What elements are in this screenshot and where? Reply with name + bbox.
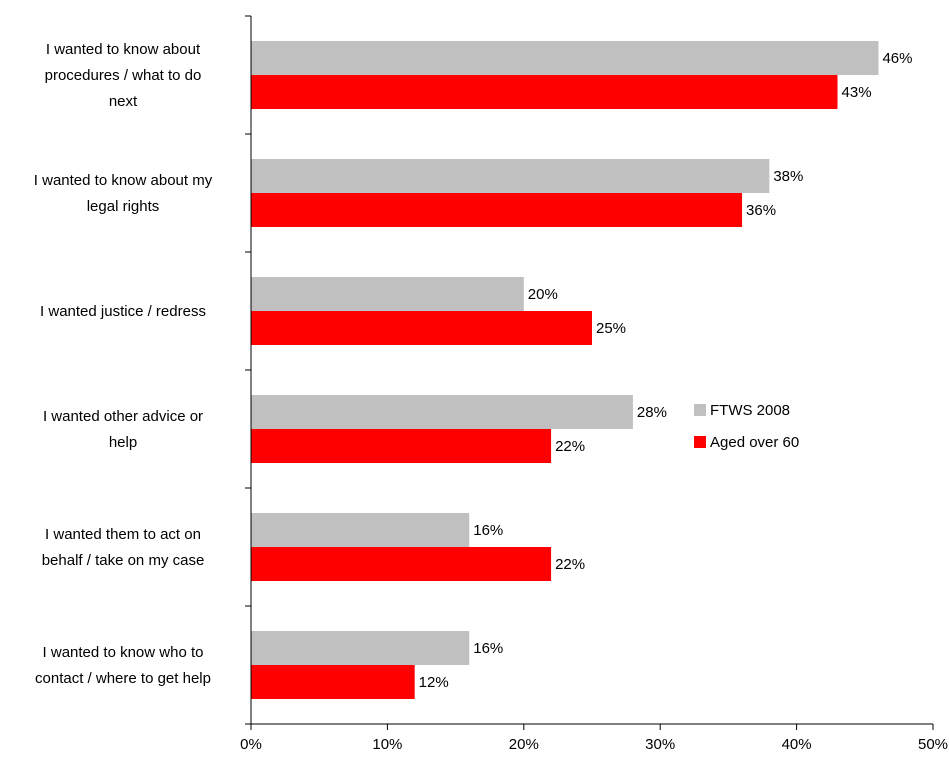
x-tick-label: 20%: [509, 736, 539, 753]
data-label: 38%: [773, 168, 803, 185]
bar-ftws-2008-6: [251, 631, 470, 665]
bar-ftws-2008-1: [251, 41, 879, 75]
bar-aged-over-60-6: [251, 665, 415, 699]
axes-layer: [245, 15, 934, 730]
data-label: 22%: [555, 438, 585, 455]
bar-aged-over-60-4: [251, 429, 552, 463]
legend: FTWS 2008 Aged over 60: [694, 402, 799, 451]
data-label: 16%: [473, 522, 503, 539]
bar-aged-over-60-1: [251, 75, 838, 109]
data-label: 12%: [419, 674, 449, 691]
labels-layer: 46% 43% 38% 36% 20% 25% 28% 22% 16% 22% 16% 12% I wa…: [34, 41, 948, 753]
bar-aged-over-60-2: [251, 193, 743, 227]
x-tick-label: 40%: [782, 736, 812, 753]
x-tick-label: 0%: [240, 736, 262, 753]
legend-swatch-ftws-2008: [694, 404, 706, 416]
bar-aged-over-60-3: [251, 311, 592, 345]
data-label: 16%: [473, 640, 503, 657]
legend-label: Aged over 60: [710, 434, 799, 451]
data-label: 36%: [746, 202, 776, 219]
bar-ftws-2008-2: [251, 159, 770, 193]
bar-aged-over-60-5: [251, 547, 552, 581]
bar-ftws-2008-4: [251, 395, 633, 429]
category-label: I wanted them to act on behalf / take on …: [42, 526, 205, 569]
data-label: 22%: [555, 556, 585, 573]
category-label: I wanted to know about my legal rights: [34, 172, 213, 215]
x-tick-label: 10%: [372, 736, 402, 753]
category-label: I wanted justice / redress: [40, 303, 206, 320]
data-label: 43%: [842, 84, 872, 101]
x-tick-label: 50%: [918, 736, 948, 753]
data-label: 46%: [882, 50, 912, 67]
category-label: I wanted to know about procedures / what …: [45, 41, 202, 110]
bars-layer: [251, 41, 879, 699]
category-label: I wanted other advice or help: [43, 408, 203, 451]
legend-label: FTWS 2008: [710, 402, 790, 419]
data-label: 20%: [528, 286, 558, 303]
x-tick-label: 30%: [645, 736, 675, 753]
bar-ftws-2008-5: [251, 513, 470, 547]
bar-ftws-2008-3: [251, 277, 524, 311]
data-label: 25%: [596, 320, 626, 337]
legend-swatch-aged-over-60: [694, 436, 706, 448]
category-label: I wanted to know who to contact / where t…: [35, 644, 211, 687]
data-label: 28%: [637, 404, 667, 421]
